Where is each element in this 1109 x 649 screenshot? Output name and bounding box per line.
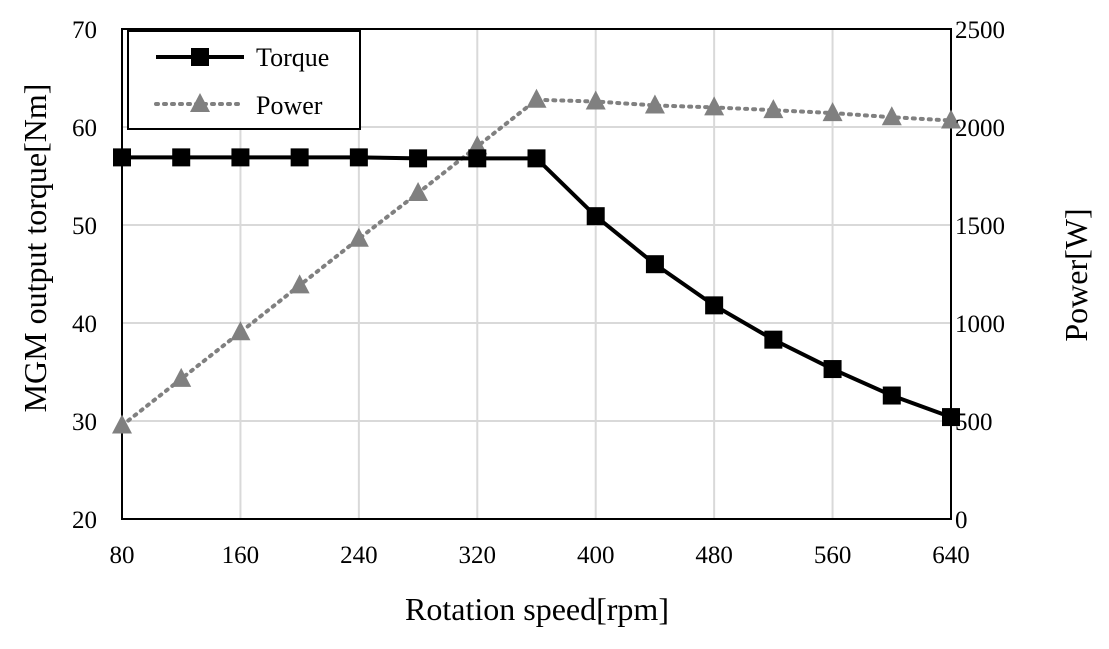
torque-data-point (172, 148, 191, 167)
left-axis-title: MGM output torque[Nm] (17, 84, 53, 413)
left-y-tick-label: 60 (72, 115, 97, 142)
legend-power-label: Power (256, 91, 323, 120)
torque-data-point (764, 330, 783, 349)
series-layer (112, 88, 961, 434)
x-tick-label: 160 (222, 542, 260, 569)
plot-area-border (121, 28, 952, 520)
torque-data-point (586, 207, 605, 226)
right-y-tick-label: 2000 (955, 115, 1005, 142)
legend-box (127, 30, 361, 130)
legend-entry-torque: Torque (156, 43, 329, 72)
x-axis-title: Rotation speed[rpm] (405, 591, 669, 627)
legend-torque-marker (191, 48, 209, 66)
legend-power-marker (190, 93, 210, 112)
power-data-point (408, 182, 429, 202)
legend-torque-label: Torque (256, 43, 329, 72)
left-axis-tick-labels: 20 30 40 50 60 70 (72, 17, 97, 534)
right-y-tick-label: 0 (955, 507, 968, 534)
right-axis-tick-labels: 0 500 1000 1500 2000 2500 (955, 17, 1005, 534)
x-axis-tick-labels: 80 160 240 320 400 480 560 640 (110, 542, 970, 569)
torque-data-point (705, 296, 724, 315)
x-tick-label: 640 (932, 542, 970, 569)
torque-data-point (942, 408, 960, 427)
x-tick-label: 480 (695, 542, 733, 569)
left-y-tick-label: 30 (72, 409, 97, 436)
power-data-point (941, 109, 961, 129)
torque-data-point (409, 149, 428, 168)
torque-data-point (290, 148, 309, 167)
torque-data-point (645, 255, 664, 274)
power-data-point (112, 414, 132, 434)
left-y-tick-label: 50 (72, 213, 97, 240)
power-data-point (822, 102, 843, 122)
right-axis-title: Power[W] (1058, 208, 1094, 341)
x-tick-label: 560 (814, 542, 852, 569)
right-y-tick-label: 1000 (955, 311, 1005, 338)
torque-data-point (349, 148, 368, 167)
x-tick-label: 240 (340, 542, 378, 569)
right-y-tick-label: 1500 (955, 213, 1005, 240)
power-data-point (171, 367, 192, 387)
power-data-point (348, 227, 369, 247)
left-y-tick-label: 40 (72, 311, 97, 338)
torque-data-point (527, 149, 546, 168)
right-y-tick-label: 2500 (955, 17, 1005, 44)
torque-data-point (231, 148, 250, 167)
power-data-point (881, 106, 902, 126)
torque-data-point (882, 386, 901, 405)
x-tick-label: 320 (459, 542, 497, 569)
x-tick-label: 80 (110, 542, 135, 569)
power-data-point (289, 274, 310, 294)
left-y-tick-label: 70 (72, 17, 97, 44)
torque-data-point (468, 149, 487, 168)
power-data-point (704, 96, 725, 116)
power-data-point (763, 99, 784, 119)
power-data-point (644, 94, 665, 114)
power-data-point (526, 88, 547, 108)
x-tick-label: 400 (577, 542, 615, 569)
power-data-point (585, 90, 606, 110)
legend-entry-power: Power (154, 91, 323, 120)
torque-series-line (122, 155, 952, 419)
power-data-point (230, 321, 251, 341)
left-y-tick-label: 20 (72, 507, 97, 534)
torque-data-point (113, 148, 131, 167)
legend: Torque Power (127, 30, 361, 130)
torque-data-point (823, 360, 842, 379)
right-y-tick-label: 500 (955, 409, 993, 436)
